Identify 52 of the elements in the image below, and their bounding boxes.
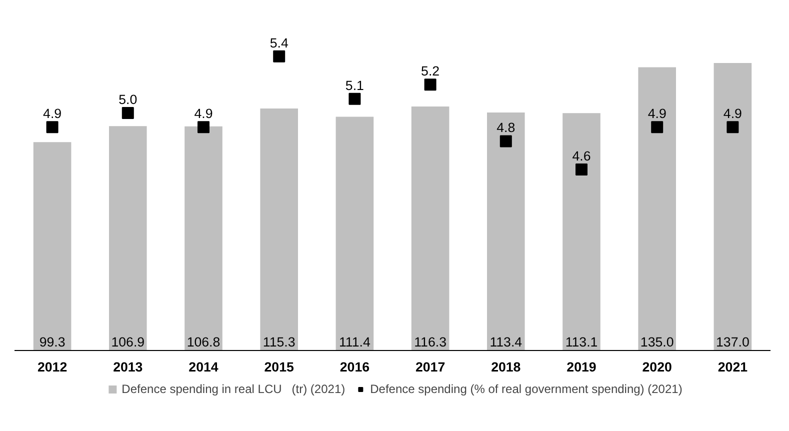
data-label: 4.9 — [723, 106, 742, 122]
data-label: 5.4 — [270, 35, 289, 50]
x-tick-label: 2012 — [37, 360, 68, 374]
bar — [411, 106, 450, 350]
bar — [487, 112, 525, 350]
x-tick-label: 2014 — [188, 360, 219, 374]
bar — [33, 142, 72, 350]
point — [726, 121, 739, 134]
x-tick-label: 2015 — [264, 360, 295, 374]
point — [198, 121, 210, 134]
point — [651, 121, 664, 134]
data-label: 113.1 — [565, 334, 598, 350]
data-label: 99.3 — [39, 334, 66, 350]
data-label: 106.8 — [186, 334, 220, 350]
point — [576, 164, 588, 176]
bar — [109, 126, 147, 350]
data-label: 113.4 — [490, 334, 523, 350]
x-tick-label: 2020 — [642, 360, 672, 374]
bar — [714, 63, 752, 350]
data-label: 5.0 — [118, 92, 138, 107]
data-label: 5.2 — [421, 64, 440, 79]
data-label: 4.6 — [572, 148, 591, 164]
bar — [260, 108, 298, 350]
data-label: 5.1 — [345, 78, 364, 93]
point — [500, 135, 512, 148]
point — [424, 78, 436, 91]
data-label: 4.8 — [496, 120, 516, 136]
point — [122, 106, 134, 119]
x-tick-label: 2018 — [491, 360, 521, 374]
data-label: 4.9 — [43, 106, 62, 122]
x-tick-label: 2013 — [113, 360, 143, 374]
bar — [562, 113, 600, 350]
data-label: 116.3 — [414, 334, 446, 350]
legend-label: Defence spending (% of real government spending) (2021) — [370, 382, 682, 396]
data-label: 137.0 — [716, 334, 750, 350]
x-tick-label: 2017 — [415, 360, 446, 374]
data-label: 135.0 — [640, 334, 674, 350]
data-label: 4.9 — [648, 106, 666, 122]
data-label: 111.4 — [339, 334, 371, 350]
x-tick-label: 2019 — [566, 360, 596, 374]
bar — [184, 126, 222, 350]
legend-label: Defence spending in real LCU (tr) (2021) — [122, 382, 346, 396]
bar — [638, 67, 676, 350]
x-tick-label: 2016 — [340, 360, 370, 374]
x-tick-label: 2021 — [718, 360, 748, 374]
data-label: 115.3 — [262, 334, 296, 350]
bar — [336, 116, 374, 350]
data-label: 106.9 — [111, 334, 145, 350]
point — [273, 50, 286, 62]
data-label: 4.9 — [194, 106, 213, 122]
point — [46, 121, 58, 134]
point — [348, 92, 361, 105]
